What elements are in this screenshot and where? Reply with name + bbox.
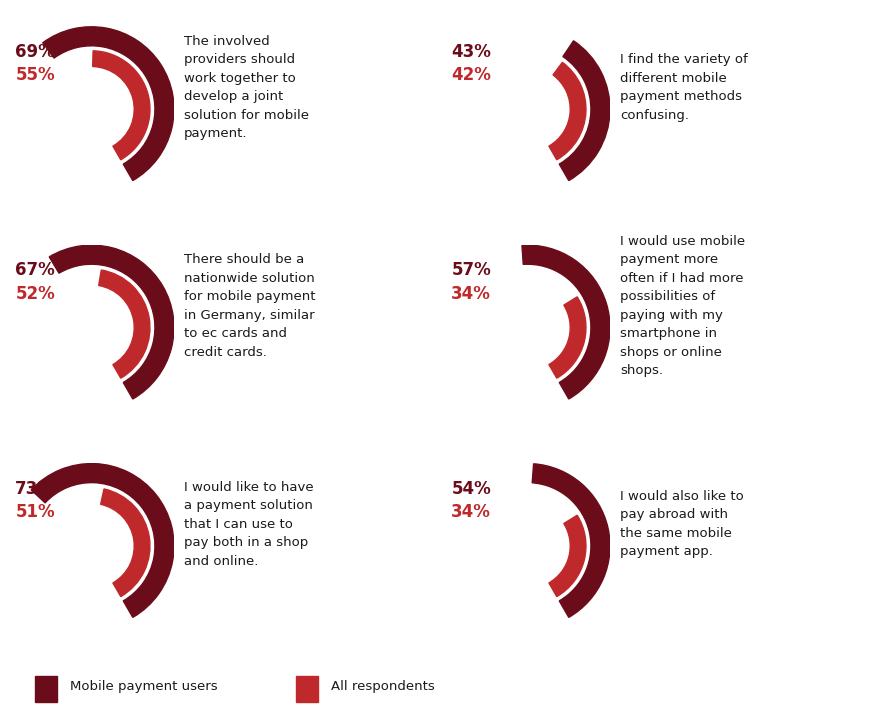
Text: 42%: 42% xyxy=(452,66,491,84)
Text: I find the variety of
different mobile
payment methods
confusing.: I find the variety of different mobile p… xyxy=(620,53,747,122)
Text: 73%: 73% xyxy=(16,480,55,498)
Wedge shape xyxy=(31,464,174,617)
Text: I would like to have
a payment solution
that I can use to
pay both in a shop
and: I would like to have a payment solution … xyxy=(184,481,313,567)
Text: 51%: 51% xyxy=(16,503,55,521)
Wedge shape xyxy=(548,297,586,378)
Wedge shape xyxy=(522,246,610,399)
Wedge shape xyxy=(532,464,610,617)
Text: 34%: 34% xyxy=(452,284,491,302)
Wedge shape xyxy=(559,41,610,181)
Bar xyxy=(296,676,318,702)
Text: 43%: 43% xyxy=(452,43,491,61)
Wedge shape xyxy=(100,489,150,597)
Text: 54%: 54% xyxy=(452,480,491,498)
Text: I would use mobile
payment more
often if I had more
possibilities of
paying with: I would use mobile payment more often if… xyxy=(620,235,745,377)
Bar xyxy=(35,676,57,702)
Text: The involved
providers should
work together to
develop a joint
solution for mobi: The involved providers should work toget… xyxy=(184,35,309,140)
Text: All respondents: All respondents xyxy=(331,680,435,693)
Wedge shape xyxy=(548,63,586,160)
Wedge shape xyxy=(49,246,174,399)
Wedge shape xyxy=(92,51,150,160)
Text: 55%: 55% xyxy=(16,66,55,84)
Wedge shape xyxy=(43,27,174,181)
Text: 34%: 34% xyxy=(452,503,491,521)
Wedge shape xyxy=(548,516,586,597)
Text: I would also like to
pay abroad with
the same mobile
payment app.: I would also like to pay abroad with the… xyxy=(620,490,744,559)
Text: 52%: 52% xyxy=(16,284,55,302)
Text: 57%: 57% xyxy=(452,261,491,279)
Text: 67%: 67% xyxy=(16,261,55,279)
Wedge shape xyxy=(99,270,150,378)
Text: There should be a
nationwide solution
for mobile payment
in Germany, similar
to : There should be a nationwide solution fo… xyxy=(184,253,316,359)
Text: Mobile payment users: Mobile payment users xyxy=(70,680,217,693)
Text: 69%: 69% xyxy=(16,43,55,61)
